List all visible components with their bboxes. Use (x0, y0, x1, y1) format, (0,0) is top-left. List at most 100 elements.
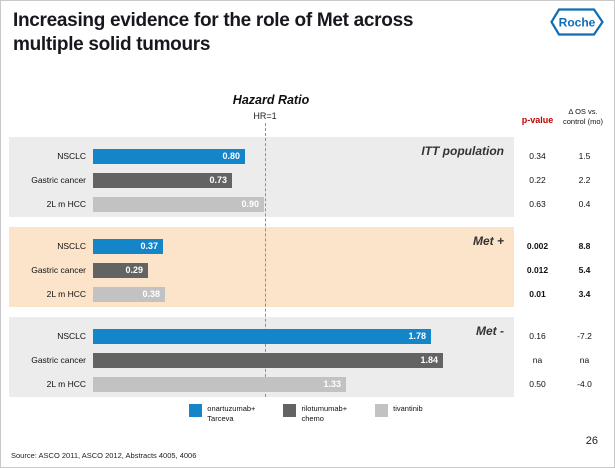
delta-os-header-line2: control (mo) (562, 117, 603, 127)
bar-value-label: 1.78 (408, 331, 426, 341)
legend-label-line: tivantinib (393, 404, 423, 413)
p-value-header: p-value (521, 115, 554, 125)
chart-legend: onartuzumab+ Tarceva rilotumumab+ chemo tiva… (116, 404, 496, 424)
chart-group-2: Met + NSCLC 0.37 Gastric cancer 0.29 2L m HCC… (9, 227, 608, 307)
roche-logo: Roche (550, 8, 604, 41)
legend-label-line: rilotumumab+ (301, 404, 348, 413)
category-label: NSCLC (57, 151, 86, 161)
bar-value-label: 1.84 (420, 355, 438, 365)
p-value-cell: na (532, 355, 543, 365)
p-value-cell: 0.01 (529, 289, 546, 299)
category-label: NSCLC (57, 241, 86, 251)
bar-track: 0.90 (93, 196, 514, 212)
category-label: 2L m HCC (46, 379, 86, 389)
legend-label: onartuzumab+ Tarceva (207, 404, 255, 424)
delta-os-header-line1: Δ OS vs. (568, 107, 598, 116)
p-value-cell: 0.22 (529, 175, 546, 185)
legend-swatch (189, 404, 203, 417)
chart-row: NSCLC 0.80 (9, 144, 514, 168)
legend-item: onartuzumab+ Tarceva (189, 404, 255, 424)
group-label: ITT population (421, 144, 504, 158)
page-number: 26 (585, 435, 598, 447)
delta-os-cell: -7.2 (577, 331, 592, 341)
bar-value-label: 0.90 (241, 199, 259, 209)
group-label: Met + (472, 234, 504, 248)
delta-os-column: -7.2 na -4.0 (561, 317, 608, 397)
chart-row: Gastric cancer 0.73 (9, 168, 514, 192)
bar-value-label: 0.73 (209, 175, 227, 185)
category-label: 2L m HCC (46, 199, 86, 209)
chart-row: Gastric cancer 0.29 (9, 258, 514, 282)
bar-track: 1.33 (93, 376, 514, 392)
delta-os-cell: -4.0 (577, 379, 592, 389)
legend-label-line: chemo (301, 414, 324, 424)
hr-reference-label: HR=1 (253, 111, 277, 121)
delta-os-cell: 5.4 (578, 265, 591, 275)
chart-title: Hazard Ratio (232, 93, 310, 107)
chart-row: Gastric cancer 1.84 (9, 348, 514, 372)
bar-track: 1.78 (93, 328, 514, 344)
category-label: Gastric cancer (31, 265, 86, 275)
delta-os-cell: 3.4 (578, 289, 591, 299)
roche-logo-text: Roche (559, 16, 596, 30)
roche-logo-hexagon: Roche (550, 8, 604, 36)
legend-item: rilotumumab+ chemo (283, 404, 347, 424)
hr-bar: 0.29 (93, 262, 148, 278)
hr-bar: 0.38 (93, 286, 165, 302)
group-label: Met - (476, 324, 504, 338)
source-note: Source: ASCO 2011, ASCO 2012, Abstracts … (11, 451, 197, 460)
p-value-cell: 0.63 (529, 199, 546, 209)
legend-swatch (283, 404, 297, 417)
bar-value-label: 0.37 (140, 241, 158, 251)
category-label: 2L m HCC (46, 289, 86, 299)
bar-track: 0.80 (93, 148, 514, 164)
hr-bar: 1.84 (93, 352, 443, 368)
p-value-column: 0.34 0.22 0.63 (514, 137, 561, 217)
bar-value-label: 0.29 (125, 265, 143, 275)
delta-os-cell: na (579, 355, 590, 365)
hr-bar: 0.73 (93, 172, 232, 188)
bar-value-label: 1.33 (323, 379, 341, 389)
legend-item: tivantinib (375, 404, 423, 424)
chart-row: 2L m HCC 0.90 (9, 192, 514, 216)
bar-value-label: 0.80 (222, 151, 240, 161)
hr-bar: 1.33 (93, 376, 346, 392)
p-value-cell: 0.34 (529, 151, 546, 161)
category-label: Gastric cancer (31, 355, 86, 365)
slide-title-line1: Increasing evidence for the role of Met … (13, 10, 414, 31)
delta-os-cell: 8.8 (578, 241, 591, 251)
p-value-cell: 0.16 (529, 331, 546, 341)
bar-value-label: 0.38 (142, 289, 160, 299)
hr-bar: 1.78 (93, 328, 431, 344)
bar-track: 0.29 (93, 262, 514, 278)
legend-swatch (375, 404, 389, 417)
p-value-column: 0.002 0.012 0.01 (514, 227, 561, 307)
chart-row: NSCLC 0.37 (9, 234, 514, 258)
category-label: Gastric cancer (31, 175, 86, 185)
delta-os-header: Δ OS vs. control (mo) (552, 107, 614, 127)
chart-row: NSCLC 1.78 (9, 324, 514, 348)
bar-track: 0.73 (93, 172, 514, 188)
chart-row: 2L m HCC 1.33 (9, 372, 514, 396)
delta-os-column: 8.8 5.4 3.4 (561, 227, 608, 307)
category-label: NSCLC (57, 331, 86, 341)
bar-track: 1.84 (93, 352, 514, 368)
chart-row: 2L m HCC 0.38 (9, 282, 514, 306)
slide-title-line2: multiple solid tumours (13, 34, 211, 56)
p-value-cell: 0.012 (526, 265, 549, 275)
delta-os-cell: 2.2 (578, 175, 591, 185)
delta-os-cell: 0.4 (578, 199, 591, 209)
p-value-cell: 0.002 (526, 241, 549, 251)
chart-group-3: Met - NSCLC 1.78 Gastric cancer 1.84 2L m HCC… (9, 317, 608, 397)
legend-label: rilotumumab+ chemo (301, 404, 347, 424)
p-value-cell: 0.50 (529, 379, 546, 389)
hr-bar: 0.80 (93, 148, 245, 164)
legend-label-line: onartuzumab+ (207, 404, 256, 413)
legend-label: tivantinib (393, 404, 423, 414)
slide-title: Increasing evidence for the role of Met … (13, 9, 543, 58)
group-panel: Met - NSCLC 1.78 Gastric cancer 1.84 2L m HCC… (9, 317, 514, 397)
hr-bar: 0.90 (93, 196, 264, 212)
delta-os-column: 1.5 2.2 0.4 (561, 137, 608, 217)
bar-track: 0.37 (93, 238, 514, 254)
